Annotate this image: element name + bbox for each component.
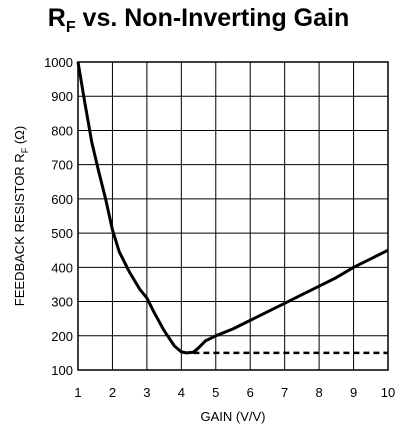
x-tick-label: 8 [315,385,322,400]
y-tick-label: 600 [51,192,73,207]
grid-lines [78,62,388,370]
y-tick-label: 400 [51,260,73,275]
y-axis-label-main: FEEDBACK RESISTOR R [12,153,27,306]
x-tick-label: 6 [247,385,254,400]
chart-title: RF vs. Non-Inverting Gain [47,4,350,36]
y-tick-label: 100 [51,363,73,378]
y-axis-label: FEEDBACK RESISTOR RF (Ω) [12,126,30,306]
x-tick-labels: 1 2 3 4 5 6 7 8 9 10 [74,385,395,400]
y-tick-label: 800 [51,123,73,138]
y-tick-label: 700 [51,158,73,173]
x-axis-label: GAIN (V/V) [200,409,265,424]
x-tick-label: 1 [74,385,81,400]
x-tick-label: 4 [178,385,185,400]
y-axis-label-sub: F [20,147,30,153]
y-tick-label: 300 [51,295,73,310]
y-tick-label: 900 [51,89,73,104]
y-tick-labels: 1000 900 800 700 600 500 400 300 200 100 [44,55,73,378]
x-tick-label: 5 [212,385,219,400]
plot-frame [77,61,389,371]
y-tick-label: 500 [51,226,73,241]
x-tick-label: 9 [350,385,357,400]
x-tick-label: 7 [281,385,288,400]
y-axis-label-rest: (Ω) [12,126,27,148]
series-line-solid [76,61,389,355]
data-series [76,61,389,355]
y-tick-label: 200 [51,329,73,344]
x-tick-label: 3 [143,385,150,400]
x-tick-label: 2 [109,385,116,400]
y-tick-label: 1000 [44,55,73,70]
x-tick-label: 10 [381,385,395,400]
